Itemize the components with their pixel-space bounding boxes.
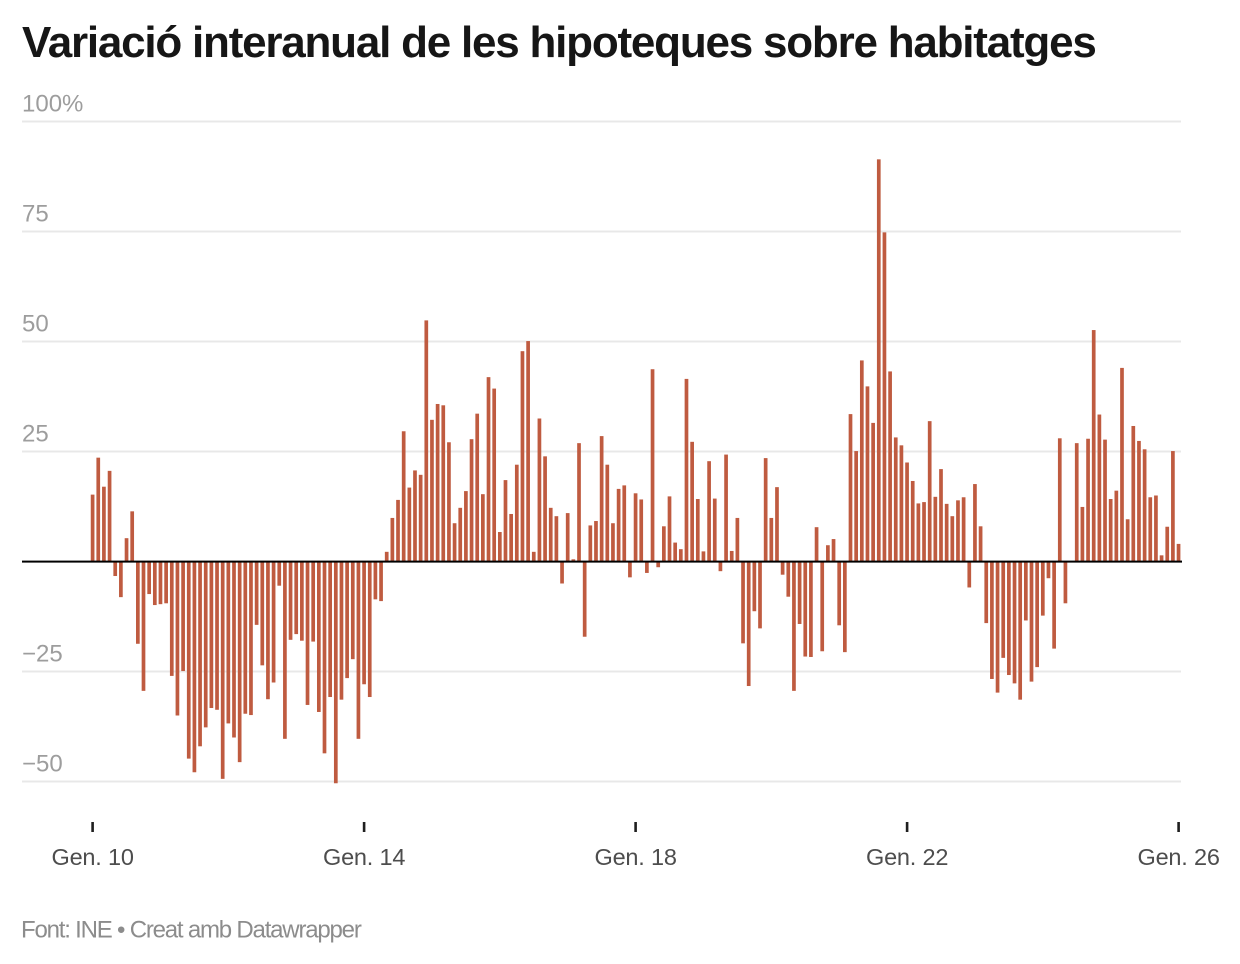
svg-text:Variació interanual de les hip: Variació interanual de les hipoteques so… (22, 18, 1096, 67)
svg-text:Gen. 26: Gen. 26 (1137, 844, 1219, 870)
svg-text:75: 75 (22, 201, 49, 228)
svg-text:−25: −25 (22, 641, 63, 668)
svg-text:Font: INE • Creat amb Datawrap: Font: INE • Creat amb Datawrapper (21, 917, 362, 944)
svg-text:−50: −50 (22, 751, 63, 778)
svg-text:Gen. 18: Gen. 18 (594, 844, 676, 870)
svg-text:50: 50 (22, 311, 49, 338)
svg-text:Gen. 10: Gen. 10 (51, 844, 133, 870)
svg-text:Gen. 14: Gen. 14 (323, 844, 405, 870)
svg-text:100%: 100% (22, 91, 83, 118)
svg-text:25: 25 (22, 421, 49, 448)
svg-text:Gen. 22: Gen. 22 (866, 844, 948, 870)
